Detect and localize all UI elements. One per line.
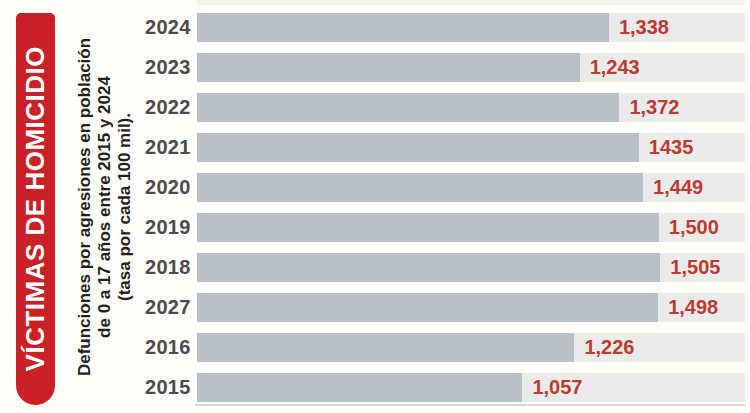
bar-track: 1,338: [197, 13, 745, 42]
bar: [197, 373, 522, 402]
value-label: 1,057: [532, 376, 582, 399]
value-label: 1,243: [590, 56, 640, 79]
value-label: 1,226: [584, 336, 634, 359]
bar: [197, 13, 609, 42]
chart-title: VÍCTIMAS DE HOMICIDIO: [20, 46, 51, 371]
chart-row: 2022 1,372: [145, 93, 745, 122]
chart-row: 2019 1,500: [145, 213, 745, 242]
year-label: 2024: [145, 13, 189, 42]
bar-track: 1,226: [197, 333, 745, 362]
year-label: 2022: [145, 93, 189, 122]
value-label: 1,500: [669, 216, 719, 239]
bar: [197, 53, 580, 82]
bar-track: 1435: [197, 133, 745, 162]
value-label: 1,372: [629, 96, 679, 119]
bar-chart: 2024 1,338 2023 1,243 2022 1,372 2021 1435 2020 1…: [145, 13, 745, 402]
homicide-victims-infographic: VÍCTIMAS DE HOMICIDIO Defunciones por ag…: [0, 0, 750, 413]
bar: [197, 173, 643, 202]
bar: [197, 93, 619, 122]
bar-track: 1,505: [197, 253, 745, 282]
bar-track: 1,498: [197, 293, 745, 322]
bar: [197, 293, 658, 322]
bar: [197, 333, 574, 362]
year-label: 2018: [145, 253, 189, 282]
year-label: 2023: [145, 53, 189, 82]
bar-track: 1,372: [197, 93, 745, 122]
year-label: 2027: [145, 293, 189, 322]
subtitle-line-3: (tasa por cada 100 mil).: [115, 22, 135, 392]
chart-row: 2024 1,338: [145, 13, 745, 42]
chart-row: 2023 1,243: [145, 53, 745, 82]
bar: [197, 133, 639, 162]
year-label: 2021: [145, 133, 189, 162]
chart-row: 2015 1,057: [145, 373, 745, 402]
chart-subtitle: Defunciones por agresiones en población …: [59, 22, 151, 392]
value-label: 1,505: [670, 256, 720, 279]
top-strip: [197, 0, 745, 5]
title-ribbon: VÍCTIMAS DE HOMICIDIO: [16, 13, 55, 405]
bar-track: 1,057: [197, 373, 745, 402]
year-label: 2019: [145, 213, 189, 242]
year-label: 2015: [145, 373, 189, 402]
value-label: 1,498: [668, 296, 718, 319]
chart-row: 2016 1,226: [145, 333, 745, 362]
chart-row: 2020 1,449: [145, 173, 745, 202]
bar-track: 1,243: [197, 53, 745, 82]
bar: [197, 213, 659, 242]
baseline-rule: [195, 404, 745, 406]
subtitle-line-2: de 0 a 17 años entre 2015 y 2024: [95, 22, 115, 392]
bar: [197, 253, 660, 282]
chart-row: 2021 1435: [145, 133, 745, 162]
year-label: 2016: [145, 333, 189, 362]
chart-row: 2018 1,505: [145, 253, 745, 282]
subtitle-line-1: Defunciones por agresiones en población: [75, 22, 95, 392]
chart-row: 2027 1,498: [145, 293, 745, 322]
value-label: 1,449: [653, 176, 703, 199]
year-label: 2020: [145, 173, 189, 202]
value-label: 1435: [649, 136, 694, 159]
bar-track: 1,449: [197, 173, 745, 202]
value-label: 1,338: [619, 16, 669, 39]
bar-track: 1,500: [197, 213, 745, 242]
